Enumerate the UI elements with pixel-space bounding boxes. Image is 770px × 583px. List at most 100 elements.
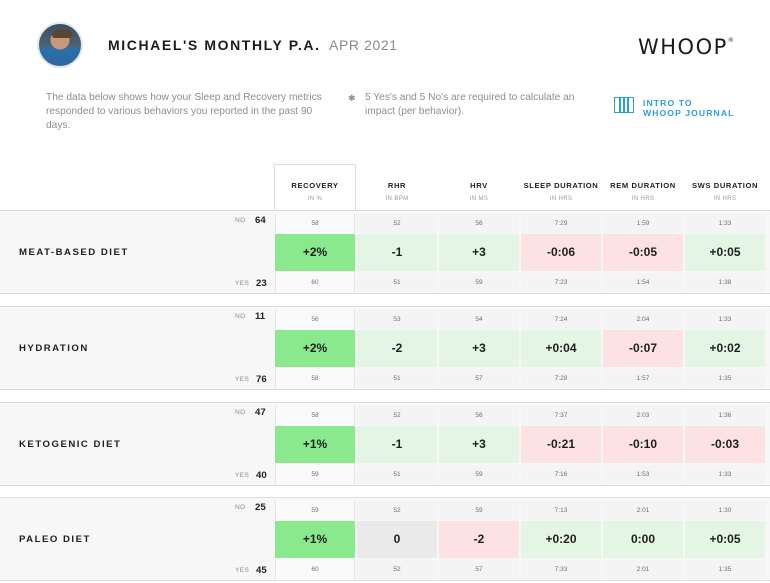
no-value-cell: 1:33	[685, 214, 765, 233]
impact-cell: -0:06	[521, 234, 601, 271]
impact-cell: -1	[357, 234, 437, 271]
column-header: RHR IN BPM	[357, 181, 437, 202]
impact-cell: +2%	[275, 234, 355, 271]
no-value-cell: 56	[275, 310, 355, 329]
yes-count: 76	[256, 374, 267, 385]
yes-value-cell: 52	[357, 560, 437, 579]
no-label: NO	[235, 504, 246, 511]
no-label: NO	[235, 217, 246, 224]
column-name: SLEEP DURATION	[523, 181, 599, 190]
journal-icon[interactable]	[614, 97, 634, 113]
no-count: 11	[255, 311, 266, 322]
intro-link-line1[interactable]: INTRO TO	[643, 98, 693, 108]
impact-cell: 0:00	[603, 521, 683, 558]
description-text: The data below shows how your Sleep and …	[46, 92, 322, 131]
no-value-cell: 1:33	[685, 310, 765, 329]
yes-value-cell: 59	[275, 465, 355, 484]
no-value-cell: 2:03	[603, 406, 683, 425]
impact-cell: +0:02	[685, 330, 765, 367]
report-date: APR 2021	[329, 37, 398, 53]
column-unit: IN HRS	[631, 196, 655, 202]
no-value-cell: 2:01	[603, 501, 683, 520]
asterisk-icon: ✱	[348, 93, 356, 103]
behavior-row: HYDRATION NO 11 YES 76 56 +2% 58 53 -2 51 54 +3 57 7:2…	[0, 306, 770, 390]
yes-value-cell: 57	[439, 560, 519, 579]
logo-text: WHOOP	[638, 35, 728, 59]
column-name: HRV	[470, 181, 488, 190]
requirement-note: ✱ 5 Yes's and 5 No's are required to cal…	[348, 91, 594, 119]
behavior-name: HYDRATION	[19, 343, 89, 354]
behavior-name: MEAT-BASED DIET	[19, 247, 129, 258]
yes-value-cell: 1:35	[685, 369, 765, 388]
no-value-cell: 53	[357, 310, 437, 329]
whoop-logo: WHOOP®	[638, 35, 735, 59]
impact-cell: -0:21	[521, 426, 601, 463]
impact-cell: +3	[439, 234, 519, 271]
yes-label: YES	[235, 567, 250, 574]
column-name: RECOVERY	[291, 181, 339, 190]
impact-cell: +0:05	[685, 521, 765, 558]
column-unit: IN %	[307, 196, 323, 202]
impact-cell: -0:10	[603, 426, 683, 463]
impact-cell: -0:03	[685, 426, 765, 463]
yes-value-cell: 1:35	[685, 560, 765, 579]
no-value-cell: 52	[357, 501, 437, 520]
yes-value-cell: 59	[439, 465, 519, 484]
yes-count: 40	[256, 470, 267, 481]
behavior-row: KETOGENIC DIET NO 47 YES 40 58 +1% 59 52 -1 51 56 +3…	[0, 402, 770, 486]
column-unit: IN HRS	[549, 196, 573, 202]
no-value-cell: 7:37	[521, 406, 601, 425]
no-value-cell: 58	[275, 406, 355, 425]
no-value-cell: 52	[357, 406, 437, 425]
recovery-column-highlight	[274, 164, 356, 210]
impact-cell: -0:07	[603, 330, 683, 367]
page-title: MICHAEL'S MONTHLY P.A.	[108, 37, 321, 53]
yes-value-cell: 51	[357, 465, 437, 484]
behavior-row: PALEO DIET NO 25 YES 45 59 +1% 60 52 0 52 59 -2 57 7:1…	[0, 497, 770, 581]
yes-count: 23	[256, 278, 267, 289]
column-header: HRV IN MS	[439, 181, 519, 202]
column-unit: IN HRS	[713, 196, 737, 202]
no-value-cell: 1:36	[685, 406, 765, 425]
yes-value-cell: 59	[439, 273, 519, 292]
behavior-name: KETOGENIC DIET	[19, 439, 122, 450]
no-value-cell: 1:30	[685, 501, 765, 520]
behavior-row: MEAT-BASED DIET NO 64 YES 23 58 +2% 60 52 -1 51 56 +…	[0, 210, 770, 294]
impact-cell: +0:05	[685, 234, 765, 271]
column-name: RHR	[387, 181, 407, 190]
yes-value-cell: 60	[275, 273, 355, 292]
column-header: SLEEP DURATION IN HRS	[521, 181, 601, 202]
yes-value-cell: 1:57	[603, 369, 683, 388]
no-count: 64	[255, 215, 266, 226]
no-value-cell: 59	[275, 501, 355, 520]
impact-cell: -0:05	[603, 234, 683, 271]
intro-link-line2[interactable]: WHOOP JOURNAL	[643, 108, 735, 118]
yes-value-cell: 1:33	[685, 465, 765, 484]
no-value-cell: 2:04	[603, 310, 683, 329]
yes-value-cell: 1:54	[603, 273, 683, 292]
impact-cell: +1%	[275, 521, 355, 558]
impact-cell: 0	[357, 521, 437, 558]
no-value-cell: 1:59	[603, 214, 683, 233]
yes-value-cell: 51	[357, 273, 437, 292]
yes-label: YES	[235, 472, 250, 479]
yes-value-cell: 7:33	[521, 560, 601, 579]
yes-value-cell: 58	[275, 369, 355, 388]
yes-count: 45	[256, 565, 267, 576]
intro-journal-link[interactable]: INTRO TO WHOOP JOURNAL	[643, 98, 735, 118]
impact-cell: +0:20	[521, 521, 601, 558]
requirement-note-text: 5 Yes's and 5 No's are required to calcu…	[365, 92, 575, 117]
impact-cell: +3	[439, 426, 519, 463]
impact-cell: -2	[439, 521, 519, 558]
column-header: REM DURATION IN HRS	[603, 181, 683, 202]
yes-value-cell: 57	[439, 369, 519, 388]
no-value-cell: 52	[357, 214, 437, 233]
column-header: RECOVERY IN %	[275, 181, 355, 202]
yes-value-cell: 60	[275, 560, 355, 579]
behavior-name: PALEO DIET	[19, 534, 91, 545]
no-count: 25	[255, 502, 266, 513]
no-count: 47	[255, 407, 266, 418]
yes-value-cell: 2:01	[603, 560, 683, 579]
impact-cell: +1%	[275, 426, 355, 463]
no-value-cell: 7:29	[521, 214, 601, 233]
